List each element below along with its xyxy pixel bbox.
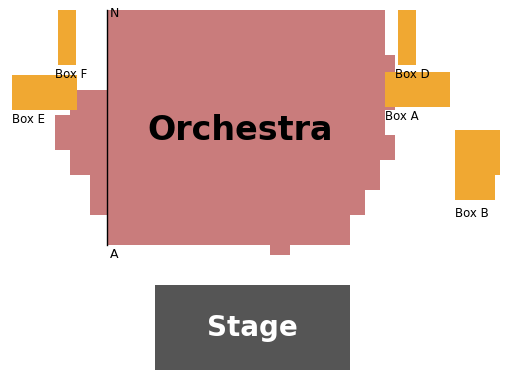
- Text: Orchestra: Orchestra: [147, 113, 333, 147]
- Text: Stage: Stage: [207, 314, 298, 342]
- Text: Box D: Box D: [395, 68, 430, 81]
- Text: Box B: Box B: [455, 207, 489, 220]
- Bar: [385, 72, 450, 107]
- Bar: [398, 10, 416, 65]
- Bar: [455, 130, 475, 200]
- Bar: [155, 285, 350, 370]
- Bar: [475, 130, 500, 175]
- Text: N: N: [110, 7, 119, 20]
- Text: Box F: Box F: [55, 68, 87, 81]
- Text: Box E: Box E: [12, 113, 45, 126]
- Bar: [12, 75, 77, 110]
- Text: A: A: [110, 248, 119, 261]
- Text: Box A: Box A: [385, 110, 418, 123]
- Bar: [58, 10, 76, 65]
- Polygon shape: [55, 10, 395, 255]
- Bar: [455, 165, 495, 200]
